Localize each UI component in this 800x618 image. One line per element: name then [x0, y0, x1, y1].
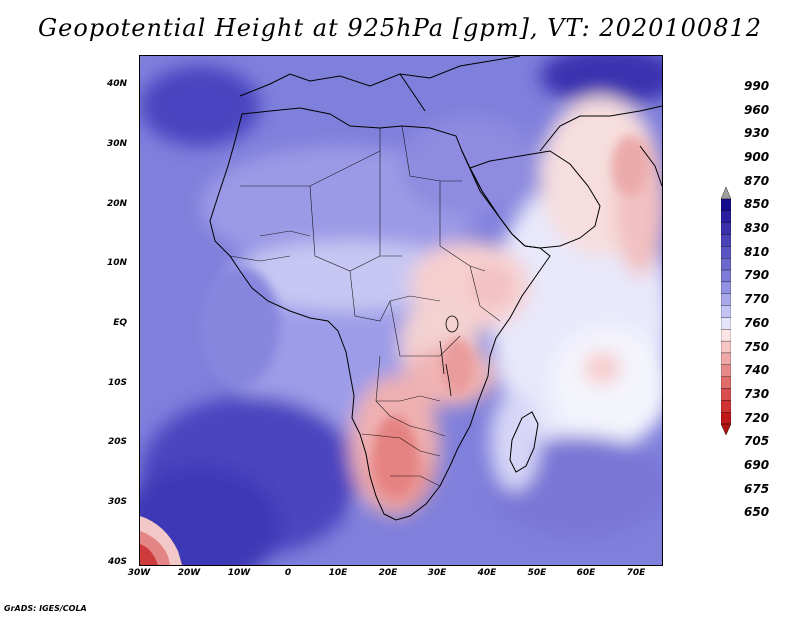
- lat-label-10s: 10S: [107, 378, 127, 388]
- colorbar-box: [721, 400, 731, 413]
- lon-label-50e: 50E: [527, 568, 547, 578]
- lon-label-20w: 20W: [177, 568, 201, 578]
- lon-label-40e: 40E: [477, 568, 497, 578]
- colorbar-under-arrow: [721, 423, 731, 436]
- lat-label-30n: 30N: [106, 139, 127, 149]
- lon-label-30w: 30W: [127, 568, 151, 578]
- colorbar-label: 960: [744, 102, 770, 117]
- plot-title: Geopotential Height at 925hPa [gpm], VT:…: [38, 14, 762, 42]
- colorbar-label: 690: [744, 457, 770, 472]
- lakes: [439, 315, 459, 397]
- lat-label-10n: 10N: [106, 258, 127, 268]
- field-shading: [140, 56, 662, 565]
- colorbar-box: [721, 352, 731, 365]
- colorbar-label: 705: [744, 434, 770, 449]
- colorbar-label: 830: [744, 221, 770, 236]
- colorbar-box: [721, 234, 731, 247]
- colorbar-box: [721, 258, 731, 271]
- lon-label-10e: 10E: [328, 568, 348, 578]
- lat-label-40n: 40N: [106, 79, 127, 89]
- colorbar-label: 740: [744, 363, 770, 378]
- colorbar-label: 650: [744, 505, 770, 520]
- colorbar-box: [721, 388, 731, 401]
- colorbar-box: [721, 281, 731, 294]
- lat-label-40s: 40S: [107, 557, 127, 567]
- colorbar-label: 850: [744, 197, 770, 212]
- colorbar-label: 760: [744, 315, 770, 330]
- lat-label-30s: 30S: [107, 497, 127, 507]
- colorbar-box: [721, 269, 731, 283]
- colorbar-label: 750: [744, 339, 770, 354]
- coastlines: [209, 56, 662, 521]
- lat-label-eq: EQ: [113, 318, 127, 328]
- lon-label-60e: 60E: [576, 568, 596, 578]
- lat-label-20s: 20S: [107, 437, 127, 447]
- map-panel: [139, 55, 663, 566]
- lon-label-30e: 30E: [427, 568, 447, 578]
- colorbar-label: 930: [744, 126, 770, 141]
- colorbar-boxes: [721, 198, 731, 425]
- lon-label-20e: 20E: [378, 568, 398, 578]
- lat-label-20n: 20N: [106, 199, 127, 209]
- colorbar-box: [721, 364, 731, 377]
- colorbar-label: 720: [744, 410, 770, 425]
- lon-label-0: 0: [284, 568, 292, 578]
- colorbar-box: [721, 293, 731, 306]
- colorbar-label: 810: [744, 244, 770, 259]
- lon-label-70e: 70E: [626, 568, 646, 578]
- colorbar-box: [721, 340, 731, 354]
- colorbar-box: [721, 222, 731, 235]
- geopotential-field-map: [140, 56, 662, 565]
- colorbar-box: [721, 305, 731, 318]
- colorbar-label: 770: [744, 292, 770, 307]
- colorbar-box: [721, 317, 731, 330]
- country-borders: [229, 125, 501, 487]
- colorbar-label: 990: [744, 79, 770, 93]
- colorbar-box: [721, 329, 731, 342]
- colorbar-box: [721, 376, 731, 389]
- colorbar-box: [721, 210, 731, 223]
- footer-credit: GrADS: IGES/COLA: [4, 604, 87, 613]
- colorbar-over-arrow: [721, 186, 731, 200]
- colorbar-box: [721, 198, 731, 211]
- colorbar-label: 790: [744, 268, 770, 283]
- colorbar-label: 675: [744, 481, 770, 496]
- colorbar: [721, 186, 731, 436]
- colorbar-box: [721, 412, 731, 425]
- southwest-low: [140, 516, 182, 565]
- colorbar-box: [721, 246, 731, 259]
- colorbar-label: 900: [744, 150, 770, 165]
- colorbar-label: 730: [744, 386, 770, 401]
- lon-label-10w: 10W: [227, 568, 251, 578]
- colorbar-label: 870: [744, 173, 770, 188]
